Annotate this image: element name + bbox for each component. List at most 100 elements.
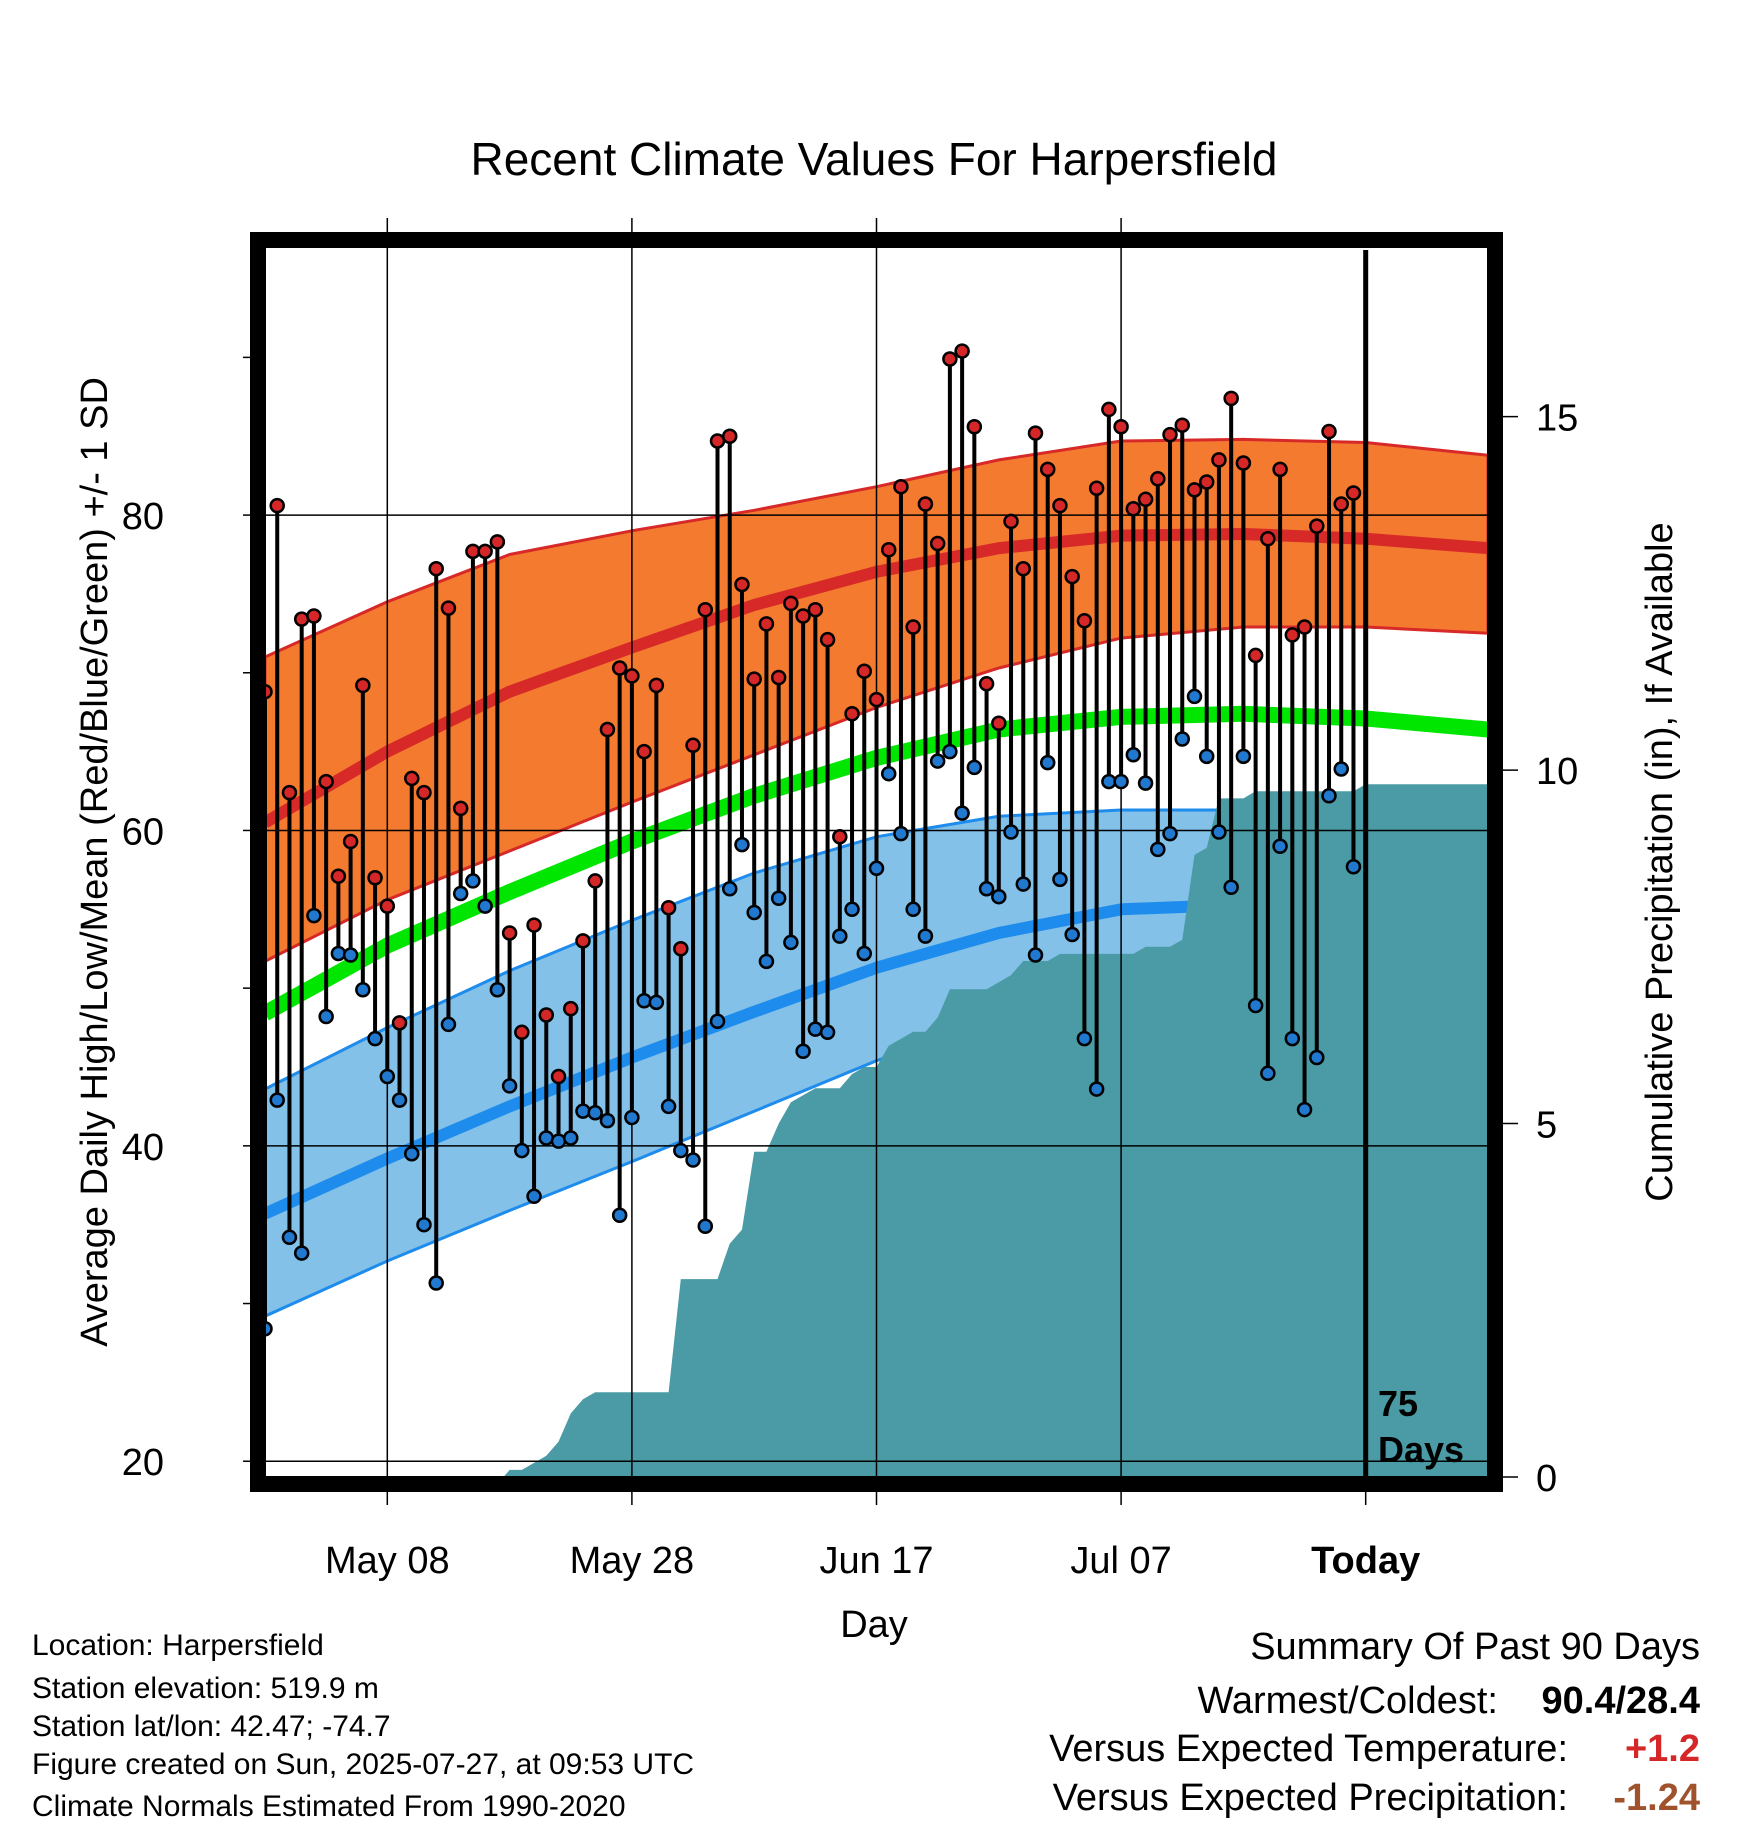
daily-high-point (1321, 423, 1337, 440)
daily-low-point (330, 945, 347, 962)
daily-low-point (942, 743, 958, 760)
y-tick-label: 20 (122, 1442, 164, 1484)
daily-low-point (1015, 876, 1032, 892)
daily-high-point (893, 478, 909, 495)
daily-high-point (355, 677, 371, 694)
y-tick-label: 40 (122, 1127, 164, 1169)
daily-high-point (501, 925, 518, 941)
x-axis-title: Day (840, 1604, 908, 1646)
daily-high-point (880, 542, 897, 558)
daily-low-point (1150, 841, 1166, 858)
daily-low-point (342, 947, 359, 963)
info-created: Figure created on Sun, 2025-07-27, at 09… (32, 1748, 694, 1781)
daily-low-point (1284, 1030, 1301, 1047)
daily-high-point (293, 611, 310, 627)
daily-low-point (1345, 858, 1362, 875)
info-elevation: Station elevation: 519.9 m (32, 1672, 379, 1705)
daily-high-point (318, 773, 334, 790)
daily-high-point (942, 351, 958, 367)
y2-tick-label: 5 (1536, 1105, 1557, 1147)
daily-high-point (1309, 518, 1325, 534)
daily-high-point (379, 898, 396, 914)
daily-low-point (269, 1092, 285, 1108)
daily-low-point (293, 1245, 310, 1261)
daily-high-point (1284, 627, 1301, 643)
daily-low-point (856, 945, 873, 962)
daily-high-point (1186, 482, 1203, 498)
daily-low-point (526, 1188, 542, 1205)
daily-high-point (575, 933, 591, 949)
daily-low-point (648, 994, 665, 1011)
daily-low-point (832, 928, 848, 944)
daily-high-point (758, 616, 775, 632)
daily-high-point (428, 560, 444, 577)
daily-high-point (819, 631, 836, 648)
daily-low-point (783, 934, 799, 951)
x-tick-label: Today (1311, 1540, 1420, 1582)
daily-low-point (379, 1068, 396, 1085)
daily-low-point (1235, 748, 1252, 765)
daily-high-point (538, 1007, 555, 1023)
daily-high-point (416, 784, 432, 801)
daily-high-point (489, 534, 506, 550)
daily-high-point (636, 743, 652, 760)
daily-low-point (770, 890, 787, 907)
daily-high-point (1064, 568, 1080, 585)
daily-low-point (281, 1229, 298, 1246)
daily-low-point (318, 1008, 334, 1025)
daily-high-point (1101, 401, 1117, 418)
daily-high-point (978, 676, 995, 692)
daily-low-point (819, 1024, 836, 1041)
daily-high-point (587, 873, 603, 889)
daily-high-point (1076, 612, 1093, 629)
daily-high-point (281, 784, 298, 801)
daily-low-point (1211, 824, 1227, 840)
daily-high-point (1039, 461, 1056, 478)
daily-high-point (611, 660, 628, 676)
daily-low-point (1088, 1081, 1105, 1097)
daily-low-point (624, 1109, 640, 1126)
daily-high-point (697, 601, 714, 618)
today-note-line1: 75 (1378, 1383, 1418, 1424)
daily-low-point (587, 1104, 603, 1121)
daily-low-point (575, 1103, 591, 1119)
frame-layer (250, 232, 1503, 1492)
daily-low-point (868, 860, 885, 877)
daily-high-point (367, 870, 383, 886)
daily-low-point (1027, 947, 1044, 963)
daily-low-point (501, 1078, 518, 1094)
daily-low-point (1174, 731, 1190, 747)
daily-high-point (856, 663, 873, 679)
daily-low-point (795, 1043, 811, 1059)
daily-high-point (991, 715, 1007, 731)
y2-tick-label: 15 (1536, 398, 1578, 440)
info-location: Location: Harpersfield (32, 1629, 324, 1662)
daily-low-point (734, 836, 750, 853)
daily-high-point (1345, 485, 1362, 501)
x-tick-label: May 28 (570, 1540, 695, 1582)
daily-high-point (844, 706, 860, 722)
observations-layer (257, 343, 1362, 1337)
daily-low-point (991, 888, 1007, 905)
daily-high-point (1235, 455, 1252, 471)
daily-low-point (404, 1145, 420, 1162)
daily-high-point (966, 419, 983, 435)
daily-low-point (1052, 871, 1068, 888)
daily-low-point (1125, 747, 1142, 763)
daily-high-point (770, 669, 787, 686)
daily-low-point (1076, 1030, 1093, 1047)
daily-high-point (1296, 619, 1313, 635)
daily-low-point (917, 928, 934, 944)
daily-high-point (734, 576, 750, 593)
daily-high-point (746, 671, 762, 687)
daily-low-point (1186, 688, 1203, 705)
info-latlon: Station lat/lon: 42.47; -74.7 (32, 1710, 391, 1743)
daily-low-point (416, 1216, 432, 1233)
daily-high-point (477, 543, 493, 560)
daily-low-point (452, 885, 469, 902)
daily-low-point (1137, 775, 1154, 791)
info-normals: Climate Normals Estimated From 1990-2020 (32, 1790, 626, 1823)
daily-high-point (685, 737, 701, 754)
daily-high-point (1211, 452, 1227, 468)
summary-warm-cold-label: Warmest/Coldest: (1197, 1680, 1498, 1722)
